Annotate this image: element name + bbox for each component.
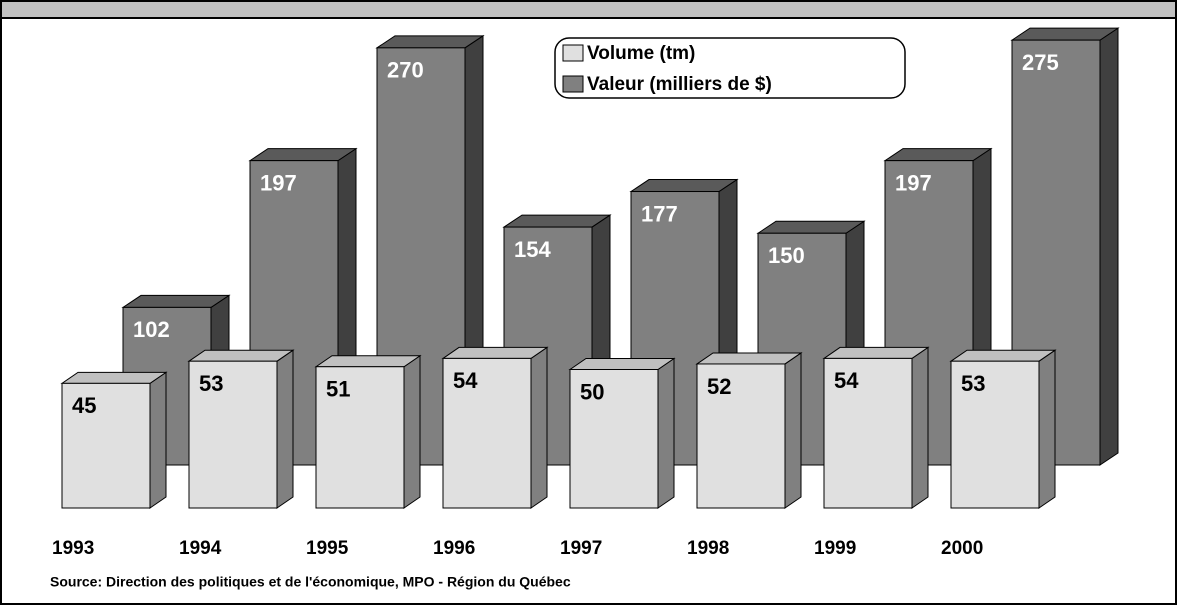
- bar: [823, 357, 913, 509]
- data-label: 53: [199, 371, 223, 396]
- bar-3d: 53: [949, 349, 1057, 509]
- bar-top: [502, 214, 612, 228]
- data-label: 102: [133, 317, 170, 342]
- bar-3d: 53: [187, 349, 295, 509]
- bar-top: [629, 179, 739, 193]
- bar-top: [568, 358, 676, 370]
- bar-side: [911, 346, 929, 509]
- bar-3d: 51: [314, 354, 422, 509]
- bar-top: [883, 148, 993, 162]
- bar-3d: 50: [568, 357, 676, 509]
- data-label: 270: [387, 58, 424, 83]
- bar-top: [60, 371, 168, 384]
- bar-3d: 54: [822, 346, 930, 509]
- bar-top: [949, 349, 1057, 362]
- data-label: 177: [641, 201, 678, 226]
- bar-side: [657, 357, 675, 509]
- bar-top: [314, 355, 422, 368]
- data-label: 52: [707, 374, 731, 399]
- legend-box: [554, 37, 906, 99]
- bar-top: [121, 294, 231, 308]
- legend-label: Valeur (milliers de $): [587, 74, 772, 95]
- bar: [315, 366, 405, 509]
- bar-3d: 54: [441, 346, 549, 509]
- bar: [442, 357, 532, 509]
- bar: [188, 360, 278, 509]
- x-tick-label: 1998: [687, 538, 729, 559]
- source-note: Source: Direction des politiques et de l…: [50, 574, 571, 590]
- bar-side: [149, 371, 167, 509]
- data-label: 54: [834, 368, 859, 393]
- bar-top: [1010, 27, 1120, 41]
- data-label: 51: [326, 377, 350, 402]
- bar: [696, 363, 786, 509]
- data-label: 197: [260, 170, 297, 195]
- data-label: 275: [1022, 50, 1059, 75]
- bar-3d: 102: [121, 294, 231, 466]
- bar: [61, 382, 151, 509]
- data-label: 150: [768, 243, 805, 268]
- data-label: 54: [453, 368, 478, 393]
- legend-swatch: [562, 44, 584, 62]
- bar-side: [530, 346, 548, 509]
- bar: [950, 360, 1040, 509]
- x-tick-label: 1999: [814, 538, 856, 559]
- bar-top: [756, 220, 866, 234]
- bar-side: [784, 352, 802, 509]
- x-tick-label: 1996: [433, 538, 475, 559]
- legend-swatch: [562, 75, 584, 93]
- bar: [569, 369, 659, 509]
- bar-top: [248, 148, 358, 162]
- bar-3d: 52: [695, 352, 803, 509]
- data-label: 53: [961, 371, 985, 396]
- x-tick-label: 1993: [52, 538, 94, 559]
- bar-side: [276, 349, 294, 509]
- x-tick-label: 2000: [941, 538, 983, 559]
- x-tick-label: 1994: [179, 538, 222, 559]
- bar-side: [403, 354, 421, 509]
- data-label: 197: [895, 170, 932, 195]
- data-label: 50: [580, 379, 604, 404]
- bar-top: [441, 346, 549, 359]
- bar-top: [822, 346, 930, 359]
- x-tick-label: 1997: [560, 538, 602, 559]
- data-label: 45: [72, 393, 96, 418]
- bar-3d: 45: [60, 371, 168, 509]
- bar-side: [1038, 349, 1056, 509]
- bar-top: [375, 35, 485, 49]
- bar-top: [695, 352, 803, 365]
- legend-label: Volume (tm): [587, 43, 695, 64]
- header-band: [0, 0, 1177, 19]
- bar-top: [187, 349, 295, 362]
- x-tick-label: 1995: [306, 538, 349, 559]
- bar-side: [1099, 27, 1119, 466]
- data-label: 154: [514, 237, 551, 262]
